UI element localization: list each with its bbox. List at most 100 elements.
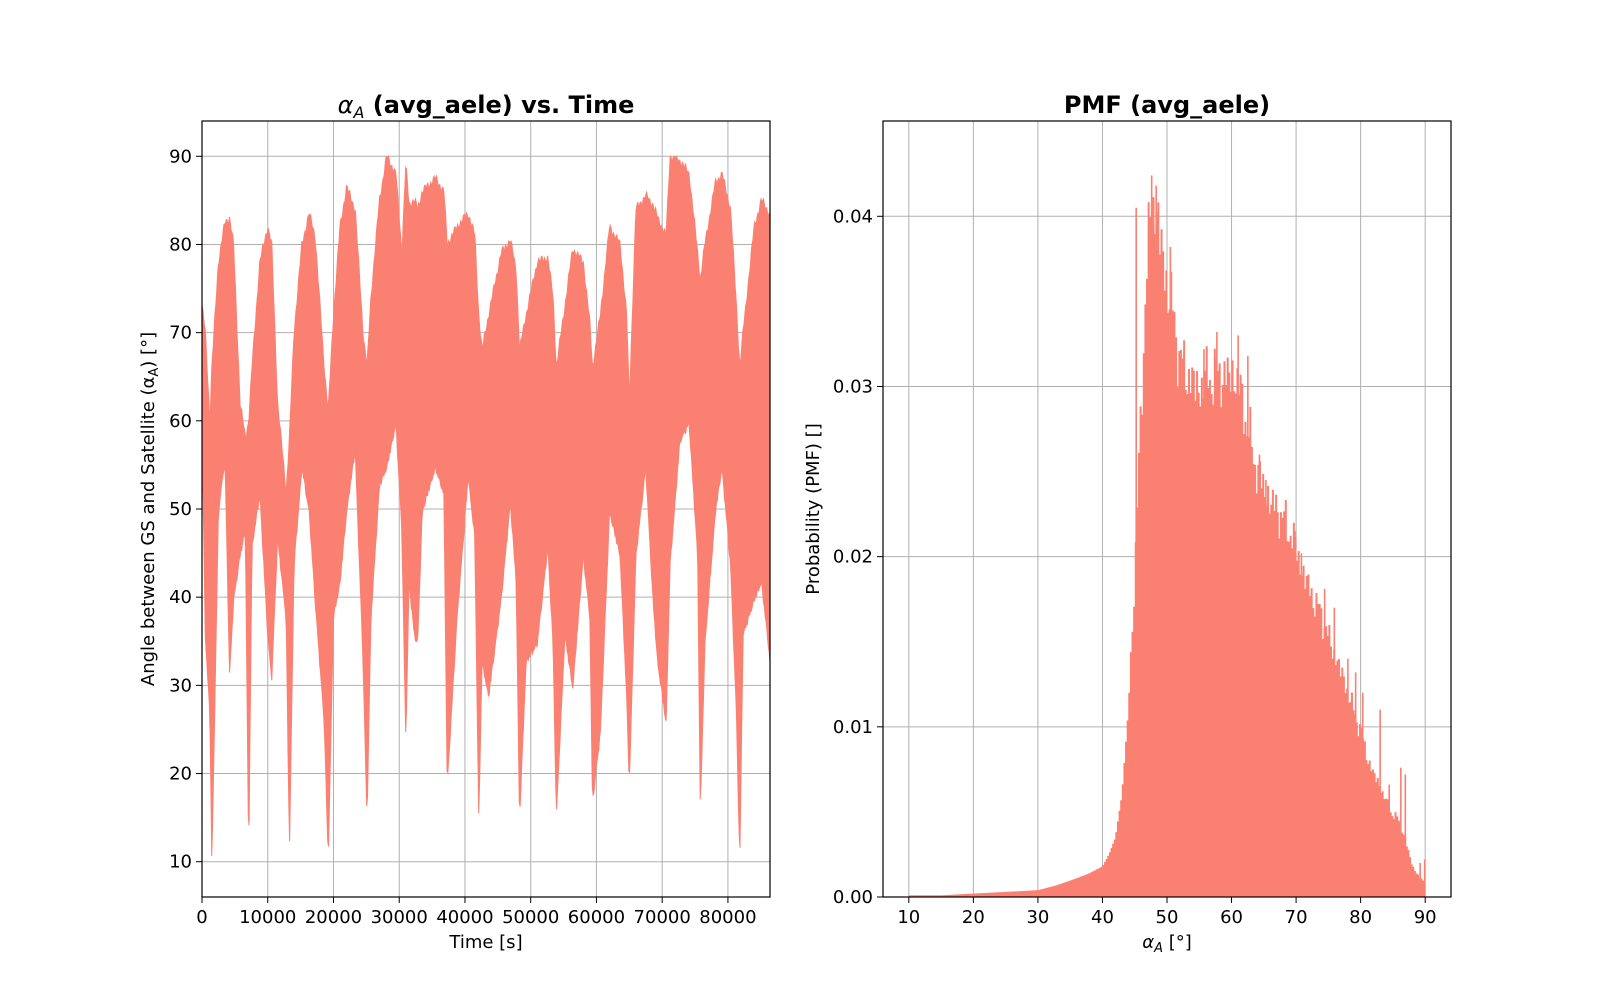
pmf-bar: [1221, 384, 1224, 897]
pmf-bar: [1288, 541, 1291, 897]
pmf-bar: [1054, 885, 1057, 897]
pmf-bar: [1250, 446, 1253, 897]
pmf-bar: [1196, 371, 1199, 897]
pmf-bar: [1226, 357, 1229, 897]
pmf-bar: [1004, 891, 1007, 897]
pmf-bar: [1218, 363, 1221, 897]
left-x-ticks: 0 10000 20000 30000 40000 50000 60000 70000 8000…: [196, 897, 757, 928]
pmf-bar: [1178, 351, 1181, 898]
pmf-bar: [1081, 876, 1084, 897]
pmf-bar: [1028, 890, 1031, 897]
pmf-bar: [1105, 858, 1108, 897]
pmf-bar: [1213, 348, 1216, 897]
pmf-bar: [1352, 710, 1355, 897]
pmf-bar: [1097, 868, 1100, 897]
pmf-bar: [1413, 871, 1416, 897]
pmf-bar: [1309, 595, 1312, 897]
pmf-bar: [1131, 631, 1134, 897]
pmf-bar: [1045, 887, 1048, 897]
right-x-tick-label: 80: [1349, 907, 1372, 928]
pmf-bar: [981, 893, 984, 897]
pmf-bar-spike: [1183, 352, 1185, 897]
pmf-bar: [994, 892, 997, 897]
pmf-bar: [1120, 800, 1123, 897]
time-series-chart: 0 10000 20000 30000 40000 50000 60000 70000 8000…: [138, 91, 771, 953]
pmf-bar: [1317, 604, 1320, 897]
pmf-bar: [1144, 304, 1147, 897]
pmf-bar: [1204, 370, 1207, 897]
pmf-bar: [1244, 421, 1247, 897]
pmf-bar: [1410, 864, 1413, 897]
pmf-bar: [1365, 760, 1368, 897]
pmf-bar: [1367, 764, 1370, 897]
pmf-bar: [987, 892, 990, 897]
pmf-bar: [1199, 406, 1202, 897]
left-chart-title: αA (avg_aele) vs. Time: [338, 91, 635, 122]
pmf-bar: [1099, 867, 1102, 897]
pmf-bar: [973, 893, 976, 897]
left-x-tick-label: 70000: [634, 907, 691, 928]
pmf-bar: [1210, 393, 1213, 897]
pmf-bar: [1260, 488, 1263, 897]
pmf-bar: [1091, 871, 1094, 897]
pmf-bar: [1262, 473, 1265, 897]
pmf-bar: [1115, 832, 1118, 897]
pmf-bar: [992, 892, 995, 897]
right-y-tick-label: 0.00: [833, 887, 873, 908]
pmf-bar: [1073, 879, 1076, 897]
right-x-tick-label: 40: [1091, 907, 1114, 928]
pmf-bar: [1375, 782, 1378, 897]
pmf-bar: [1350, 692, 1353, 897]
pmf-bar: [1239, 374, 1242, 897]
pmf-bar: [1371, 769, 1374, 897]
pmf-bar: [1409, 857, 1412, 897]
pmf-bar: [1307, 574, 1310, 897]
pmf-bar-spike: [1265, 480, 1267, 897]
pmf-bar: [1163, 290, 1166, 897]
pmf-bar: [962, 894, 965, 897]
pmf-bar: [1015, 891, 1018, 897]
pmf-bar: [1292, 522, 1295, 897]
pmf-bar: [1171, 310, 1174, 897]
pmf-bar: [1176, 387, 1179, 897]
pmf-bar: [908, 895, 911, 897]
left-x-tick-label: 10000: [239, 907, 296, 928]
left-x-tick-label: 20000: [305, 907, 362, 928]
pmf-bar: [945, 895, 948, 897]
left-y-axis-label: Angle between GS and Satellite (αA) [°]: [138, 332, 162, 686]
pmf-bar: [1347, 702, 1350, 897]
pmf-bar: [915, 895, 918, 897]
pmf-bar: [1405, 846, 1408, 897]
pmf-bar: [1325, 626, 1328, 897]
pmf-bar: [1096, 869, 1099, 897]
right-y-tick-label: 0.03: [833, 376, 873, 397]
pmf-bar-spike: [1419, 862, 1421, 897]
pmf-bar: [1297, 551, 1300, 897]
pmf-bar: [1286, 541, 1289, 897]
pmf-bar: [1326, 635, 1329, 897]
pmf-bar-spike: [1135, 207, 1137, 898]
left-x-tick-label: 0: [196, 907, 207, 928]
pmf-bar-spike: [1216, 332, 1218, 897]
pmf-bar: [1212, 404, 1215, 897]
pmf-bar: [1238, 394, 1241, 897]
pmf-bar: [1368, 760, 1371, 897]
left-y-tick-label: 80: [169, 234, 192, 255]
pmf-bar: [941, 895, 944, 897]
pmf-bar: [991, 892, 994, 897]
pmf-bar: [978, 893, 981, 897]
pmf-bar-spike: [1203, 349, 1205, 897]
pmf-bar-spike: [1155, 185, 1157, 898]
pmf-bar: [1394, 812, 1397, 897]
pmf-bar: [984, 892, 987, 897]
pmf-bar: [1192, 370, 1195, 897]
pmf-bar: [1328, 625, 1331, 897]
left-y-ticks: 10 20 30 40 50 60 70 80 90: [169, 146, 202, 873]
pmf-bar: [947, 894, 950, 897]
pmf-bar: [1359, 724, 1362, 897]
pmf-bar: [986, 892, 989, 897]
pmf-bar: [939, 895, 942, 897]
pmf-bar: [1133, 606, 1136, 897]
pmf-bar: [966, 893, 969, 897]
left-x-tick-label: 60000: [568, 907, 625, 928]
